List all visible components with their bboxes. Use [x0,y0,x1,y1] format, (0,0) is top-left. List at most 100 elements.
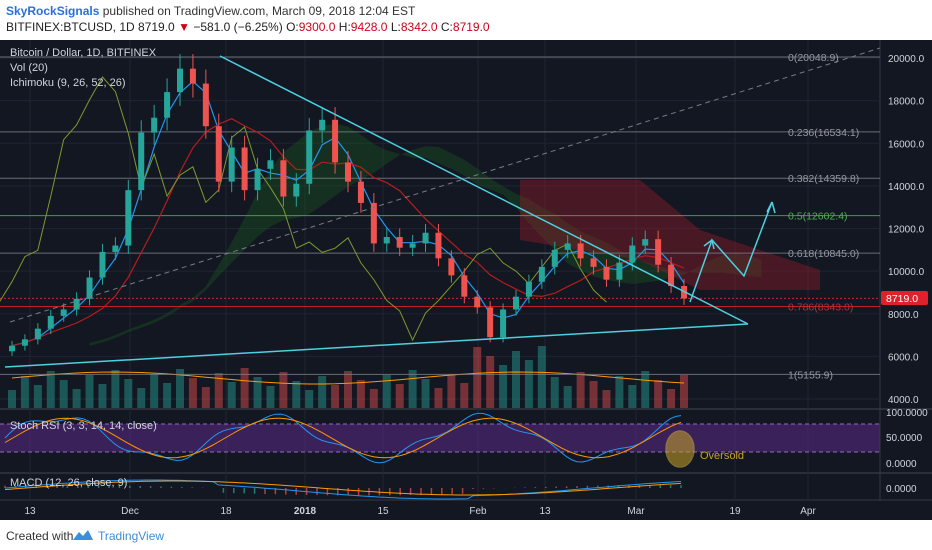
candle-body [616,262,623,280]
volume-bar [434,388,443,408]
stoch-d-line [4,417,682,459]
time-tick-label: 18 [220,506,232,517]
time-tick-label: 13 [539,506,551,517]
oversold-annotation: Oversold [700,450,744,462]
candle-body [267,160,274,169]
volume-bar [59,380,68,408]
time-tick-label: Dec [121,506,139,517]
ascending-trendline [4,323,749,368]
candle-body [538,266,545,282]
volume-bar [654,380,663,408]
candle-body [293,183,300,197]
volume-bar [382,375,391,408]
volume-bar [214,373,223,408]
volume-bar [408,370,417,408]
last-price: 8719.0 [138,20,175,34]
candle-body [125,190,132,246]
time-tick-label: 13 [24,506,36,517]
candle-body [228,147,235,182]
candle-body [112,245,119,252]
descending-trendline [219,55,749,325]
ohlc-line: BITFINEX:BTCUSD, 1D 8719.0 ▼ −581.0 (−6.… [6,20,490,34]
candle-body [409,243,416,248]
candle-body [642,239,649,246]
volume-bar [589,381,598,408]
volume-bar [227,382,236,408]
price-tick-label: 8000.0 [888,310,919,321]
time-axis[interactable] [0,500,932,520]
price-tick-label: 14000.0 [888,182,925,193]
candle-body [202,83,209,127]
macd-pane[interactable] [0,474,880,500]
volume-bar [163,383,172,408]
tradingview-brand-link[interactable]: TradingView [98,529,165,543]
time-tick-label: 2018 [294,506,317,517]
high-label: H: [338,20,351,34]
close-label: C: [440,20,453,34]
chart-header: SkyRockSignals published on TradingView.… [0,0,932,40]
candle-body [47,315,54,329]
price-chart[interactable]: 0(20048.9) 0.236(16534.1) 0.382(14359.8) 0.… [0,40,932,520]
candle-body [487,307,494,338]
volume-bar [641,371,650,408]
volume-bar [602,390,611,408]
fib-labels: 0(20048.9) 0.236(16534.1) 0.382(14359.8) 0.… [788,52,859,381]
volume-bar [188,378,197,408]
volume-bar [356,380,365,408]
volume-bar [253,377,262,408]
published-text: published on TradingView.com, March 09, … [102,4,416,18]
stoch-tick-50: 50.0000 [886,433,923,444]
volume-bar [33,385,42,408]
volume-bar [395,384,404,408]
candle-body [254,168,261,191]
volume-bar [524,360,533,408]
candle-body [345,162,351,182]
candle-body [357,181,364,203]
volume-bar [72,389,81,408]
volume-bar [240,368,249,408]
footer: Created with TradingView [0,520,932,550]
volume-bar [550,377,559,408]
price-tick-label: 16000.0 [888,139,925,150]
candle-body [280,160,287,197]
volume-bar [473,347,482,408]
ichimoku-cloud [89,123,820,346]
fib-label: 0.786(8343.0) [788,301,853,313]
tradingview-logo-icon[interactable] [72,528,94,542]
volume-bar [124,379,133,408]
stoch-label: Stoch RSI (3, 3, 14, 14, close) [10,420,157,432]
arrowhead-icon [766,201,776,214]
volume-bar [344,371,352,408]
volume-bar [85,375,94,408]
time-tick-label: Mar [627,506,645,517]
stoch-lines [4,412,682,464]
candle-body [396,237,403,248]
main-pane[interactable] [0,40,880,408]
candle-body [461,275,468,297]
price-tick-label: 18000.0 [888,97,925,108]
vol-label: Vol (20) [10,62,48,74]
candle-body [86,277,93,299]
fib-label: 0.236(16534.1) [788,127,859,139]
candle-body [164,92,171,118]
chikou-line [0,76,607,342]
macd-line [4,479,682,500]
stoch-k-line [4,412,682,464]
volume-bar [292,381,301,408]
volume-bar [137,388,146,408]
candle-body [21,339,28,346]
price-axis[interactable] [880,40,932,500]
volume-bar [98,384,107,408]
time-axis-ticks: 13 Dec 18 2018 15 Feb 13 Mar 19 Apr [24,506,816,517]
author-link[interactable]: SkyRockSignals [6,4,100,18]
projection-path [689,201,773,303]
macd-tick-0: 0.0000 [886,484,917,495]
candle-body [319,119,326,131]
volume-bar [563,386,572,408]
volume-bar [486,356,495,408]
candle-body [655,239,662,265]
stoch-band [0,424,880,452]
candlesticks [9,54,687,356]
time-tick-label: 19 [729,506,741,517]
candle-body [383,237,390,244]
